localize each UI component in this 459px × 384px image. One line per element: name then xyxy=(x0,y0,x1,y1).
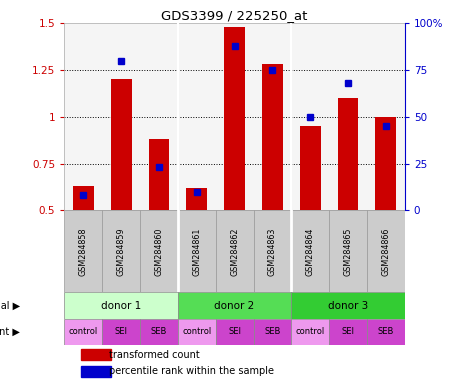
Bar xyxy=(140,210,178,292)
Bar xyxy=(178,210,215,292)
Text: SEI: SEI xyxy=(114,328,127,336)
Text: GSM284861: GSM284861 xyxy=(192,227,201,276)
Text: control: control xyxy=(295,328,324,336)
Bar xyxy=(215,210,253,292)
Text: donor 1: donor 1 xyxy=(101,301,141,311)
Text: SEB: SEB xyxy=(263,328,280,336)
Bar xyxy=(366,210,404,292)
Title: GDS3399 / 225250_at: GDS3399 / 225250_at xyxy=(161,9,307,22)
Text: GSM284860: GSM284860 xyxy=(154,227,163,276)
Bar xyxy=(140,319,178,345)
Bar xyxy=(148,139,169,210)
Bar xyxy=(73,186,94,210)
Text: GSM284859: GSM284859 xyxy=(117,227,125,276)
Bar xyxy=(64,210,102,292)
Bar xyxy=(215,319,253,345)
Bar xyxy=(262,64,282,210)
Bar xyxy=(186,188,207,210)
Bar xyxy=(291,292,404,319)
Bar xyxy=(64,319,102,345)
Text: GSM284863: GSM284863 xyxy=(267,227,276,276)
Text: donor 3: donor 3 xyxy=(327,301,367,311)
Bar xyxy=(224,27,245,210)
Bar xyxy=(178,319,215,345)
Bar xyxy=(291,210,329,292)
Bar xyxy=(375,117,396,210)
Bar xyxy=(253,210,291,292)
Text: control: control xyxy=(68,328,98,336)
Bar xyxy=(102,319,140,345)
Bar xyxy=(291,319,329,345)
Bar xyxy=(81,366,111,377)
Bar xyxy=(64,292,178,319)
Text: control: control xyxy=(182,328,211,336)
Bar xyxy=(81,349,111,360)
Text: donor 2: donor 2 xyxy=(214,301,254,311)
Text: percentile rank within the sample: percentile rank within the sample xyxy=(108,366,273,376)
Bar xyxy=(329,210,366,292)
Text: GSM284858: GSM284858 xyxy=(78,227,88,276)
Text: individual ▶: individual ▶ xyxy=(0,301,20,311)
Text: GSM284864: GSM284864 xyxy=(305,227,314,276)
Text: SEB: SEB xyxy=(377,328,393,336)
Text: SEI: SEI xyxy=(228,328,241,336)
Bar xyxy=(299,126,320,210)
Text: GSM284866: GSM284866 xyxy=(381,227,390,276)
Bar xyxy=(111,79,131,210)
Bar xyxy=(178,292,291,319)
Text: agent ▶: agent ▶ xyxy=(0,327,20,337)
Bar xyxy=(329,319,366,345)
Text: SEI: SEI xyxy=(341,328,354,336)
Bar xyxy=(102,210,140,292)
Text: transformed count: transformed count xyxy=(108,349,199,359)
Bar xyxy=(253,319,291,345)
Text: GSM284862: GSM284862 xyxy=(230,227,239,276)
Bar xyxy=(366,319,404,345)
Text: GSM284865: GSM284865 xyxy=(343,227,352,276)
Bar xyxy=(337,98,358,210)
Text: SEB: SEB xyxy=(151,328,167,336)
